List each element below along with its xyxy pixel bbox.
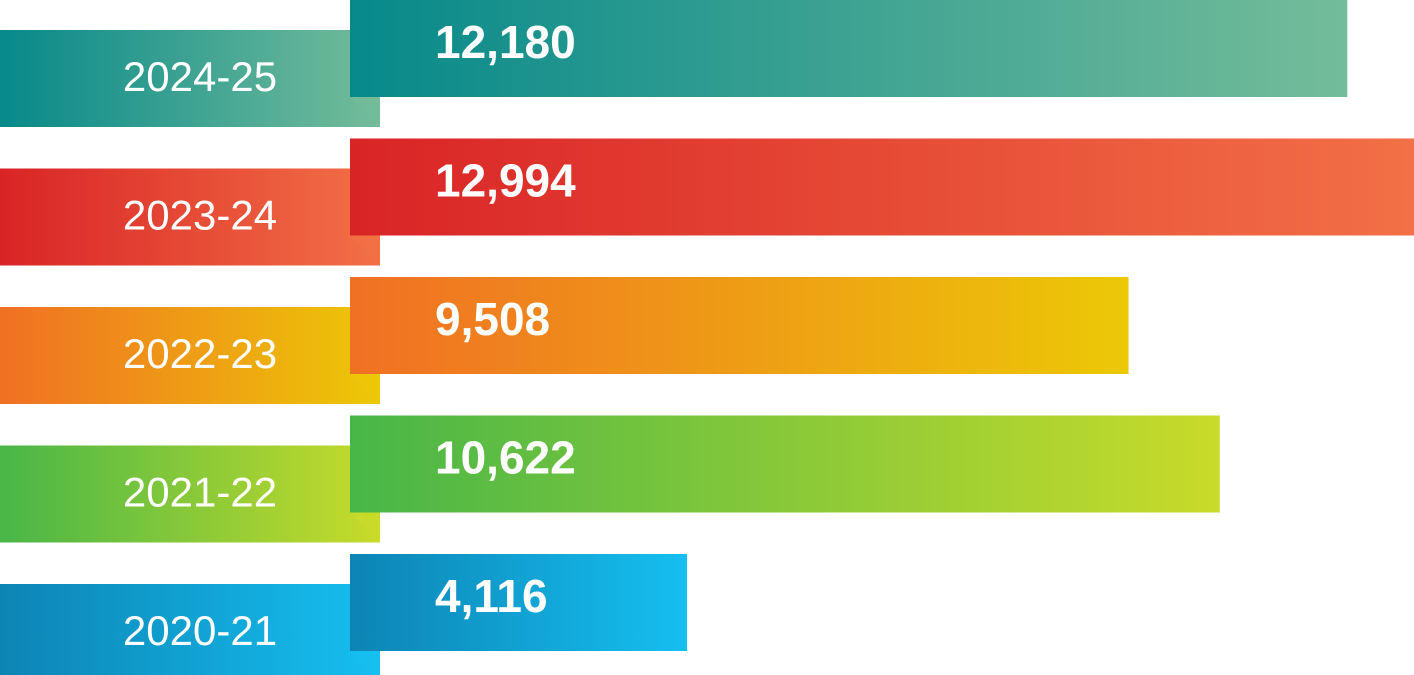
label-tab (0, 445, 380, 543)
category-label: 2020-21 (123, 607, 277, 654)
category-label: 2023-24 (123, 192, 277, 239)
label-tab (0, 168, 380, 266)
fold (350, 512, 380, 543)
bar (350, 554, 688, 651)
category-label: 2022-23 (123, 330, 277, 377)
category-label: 2024-25 (123, 53, 277, 100)
value-label: 4,116 (435, 570, 548, 622)
bar (350, 415, 1220, 513)
fold (350, 374, 380, 404)
bar (350, 0, 1348, 97)
bar (350, 277, 1129, 374)
bar (350, 138, 1414, 236)
value-label: 9,508 (435, 293, 550, 345)
value-label: 12,180 (435, 16, 576, 68)
fold (350, 235, 380, 266)
label-tab (0, 30, 380, 127)
fold (350, 651, 380, 675)
value-label: 12,994 (435, 155, 576, 207)
label-tab (0, 307, 380, 404)
label-tab (0, 584, 380, 675)
value-label: 10,622 (435, 432, 576, 484)
fold (350, 97, 380, 127)
category-label: 2021-22 (123, 469, 277, 516)
